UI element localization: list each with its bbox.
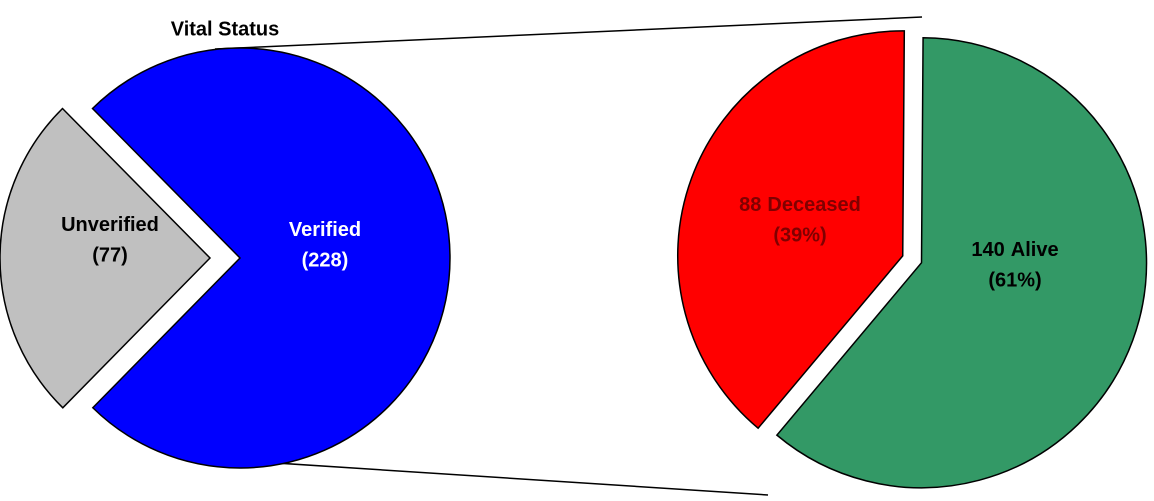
pie-slice	[775, 37, 1148, 489]
slice-count: 140	[971, 239, 1004, 261]
slice-value-label: (228)	[302, 249, 349, 271]
slice-count: 88	[739, 194, 761, 216]
connector-line	[214, 16, 923, 50]
slice-category: Deceased	[767, 194, 860, 216]
slice-category: Unverified	[61, 214, 159, 236]
slice-label: Verified	[289, 219, 361, 241]
connector-line	[229, 459, 769, 496]
pie-slice	[676, 30, 906, 430]
slice-value-label: (61%)	[988, 269, 1041, 291]
slice-label: 140 Alive	[971, 239, 1058, 261]
slice-value-label: (77)	[92, 244, 128, 266]
pie-slice	[0, 107, 212, 409]
slice-value-label: (39%)	[773, 224, 826, 246]
slice-label: Unverified	[61, 214, 159, 236]
slice-category: Alive	[1011, 239, 1059, 261]
chart-title: Vital Status	[171, 18, 280, 40]
slice-label: 88 Deceased	[739, 194, 861, 216]
slice-category: Verified	[289, 219, 361, 241]
pie-slice	[91, 47, 451, 469]
